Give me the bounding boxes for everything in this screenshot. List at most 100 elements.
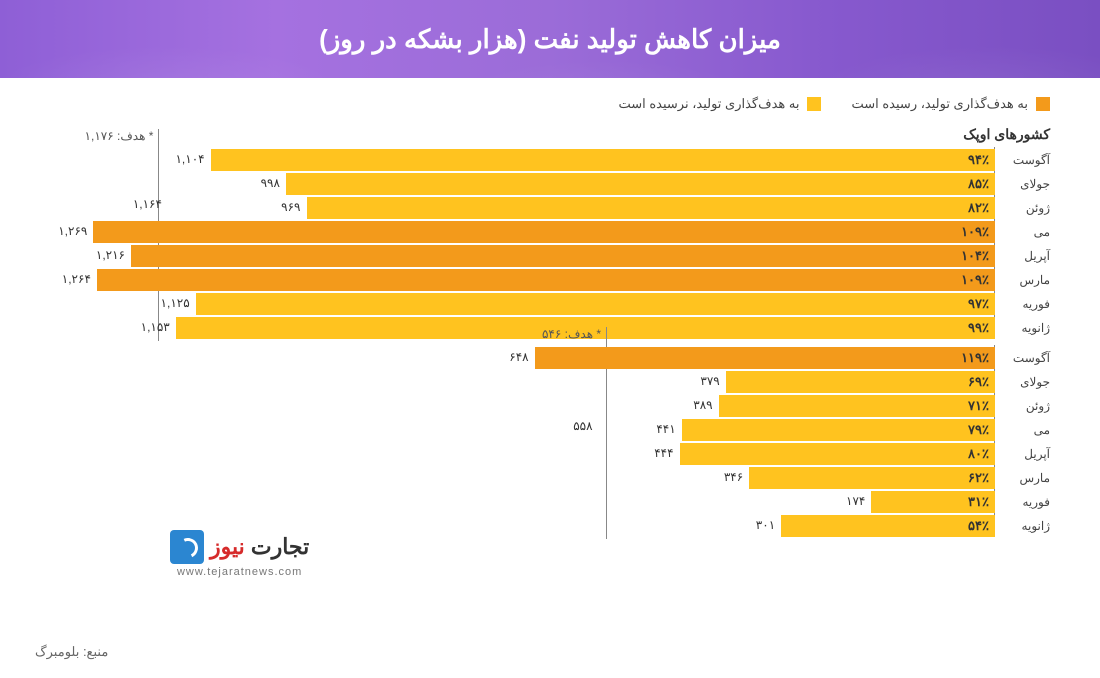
bar-value: ۴۴۴ [654,446,673,460]
legend-unreached-label: به هدف‌گذاری تولید، نرسیده است [618,96,799,112]
legend-reached: به هدف‌گذاری تولید، رسیده است [851,96,1050,112]
legend-reached-swatch [1036,97,1050,111]
bar-unreached: ۷۱٪ [719,395,995,417]
extra-value-label: ۱,۱۶۴ [133,197,162,211]
bar-track: ۷۱٪ ۳۸۹ [50,395,995,417]
legend-unreached: به هدف‌گذاری تولید، نرسیده است [618,96,821,112]
brand-logo: تجارت نیوز www.tejaratnews.com [170,530,309,578]
bar-track: ۱۰۹٪ ۱,۲۶۴ [50,269,995,291]
bar-track: ۹۴٪ ۱,۱۰۴ [50,149,995,171]
bar-unreached: ۳۱٪ [871,491,995,513]
bar-percent: ۹۹٪ [968,320,989,336]
bar-value: ۹۹۸ [261,176,280,190]
month-label: می [995,225,1050,239]
bar-row: جولای ۸۵٪ ۹۹۸ [50,173,1050,195]
chart-area: کشورهای اوپک* هدف: ۱,۱۷۶ آگوست ۹۴٪ ۱,۱۰۴ جول… [0,126,1100,537]
bar-percent: ۹۷٪ [968,296,989,312]
month-label: آگوست [995,351,1050,365]
month-label: ژانویه [995,321,1050,335]
bar-row: آگوست۱۱۹٪۶۴۸ [50,347,1050,369]
bar-row: مارس ۱۰۹٪ ۱,۲۶۴ [50,269,1050,291]
bar-value: ۳۸۹ [693,398,712,412]
bar-percent: ۱۰۹٪ [961,224,989,240]
month-label: جولای [995,177,1050,191]
bar-reached: ۱۰۹٪ [97,269,995,291]
bar-track: ۶۹٪ ۳۷۹ [50,371,995,393]
bar-track: ۱۰۹٪ ۱,۲۶۹ [50,221,995,243]
bar-value: ۳۰۱ [756,518,775,532]
chart-group: * هدف: ۱,۱۷۶آگوست۹۴٪۱,۱۰۴جولای۸۵٪۹۹۸ژوئن… [50,147,1050,339]
bar-value: ۴۴۱ [656,422,675,436]
bar-unreached: ۸۰٪ [680,443,995,465]
legend-reached-label: به هدف‌گذاری تولید، رسیده است [851,96,1028,112]
bar-value: ۱,۱۰۴ [175,152,204,166]
bar-value: ۹۶۹ [281,200,300,214]
logo-icon [170,530,204,564]
bar-reached: ۱۰۴٪ [131,245,995,267]
bar-value: ۱,۲۶۹ [58,224,87,238]
bar-row: ژوئن۸۲٪ ۹۶۹ [50,197,1050,219]
bar-track: ۸۰٪ ۴۴۴ [50,443,995,465]
bar-percent: ۵۴٪ [968,518,989,534]
month-label: ژوئن [995,201,1050,215]
bar-row: جولای ۶۹٪ ۳۷۹ [50,371,1050,393]
bar-row: آپریل ۸۰٪ ۴۴۴ [50,443,1050,465]
bar-track: ۹۷٪ ۱,۱۲۵ [50,293,995,315]
bar-track: ۱۱۹٪۶۴۸ [50,347,995,369]
bar-track: ۷۹٪ ۴۴۱ [50,419,995,441]
bar-percent: ۱۰۴٪ [961,248,989,264]
bar-value: ۱,۲۶۴ [62,272,91,286]
bar-row: آگوست ۹۴٪ ۱,۱۰۴ [50,149,1050,171]
month-label: آگوست [995,153,1050,167]
bar-unreached: ۵۴٪ [781,515,995,537]
bar-unreached: ۶۹٪ [726,371,995,393]
bar-track: ۹۹٪ ۱,۱۵۳ [50,317,995,339]
bar-row: آپریل۱۰۴٪۱,۲۱۶ [50,245,1050,267]
bar-value: ۱۷۴ [846,494,865,508]
bar-percent: ۹۴٪ [968,152,989,168]
bar-value: ۱,۱۲۵ [161,296,190,310]
bar-percent: ۸۵٪ [968,176,989,192]
chart-group: * هدف: ۵۴۶آگوست۱۱۹٪۶۴۸جولای۶۹٪۳۷۹ژوئن۷۱٪… [50,345,1050,537]
bar-unreached: ۹۷٪ [196,293,995,315]
month-label: ژوئن [995,399,1050,413]
bar-percent: ۶۹٪ [968,374,989,390]
bar-percent: ۱۰۹٪ [961,272,989,288]
bar-track: ۳۱٪ ۱۷۴ [50,491,995,513]
bar-row: ژوئن۷۱٪ ۳۸۹ [50,395,1050,417]
bar-value: ۳۷۹ [700,374,719,388]
bar-unreached: ۸۲٪ [307,197,996,219]
month-label: جولای [995,375,1050,389]
group-title: کشورهای اوپک [50,126,1050,143]
logo-url: www.tejaratnews.com [177,566,302,578]
goal-label: * هدف: ۱,۱۷۶ [85,129,154,143]
month-label: فوریه [995,495,1050,509]
legend: به هدف‌گذاری تولید، رسیده است به هدف‌گذا… [0,78,1100,120]
bar-track: ۱۰۴٪۱,۲۱۶ [50,245,995,267]
bar-percent: ۷۹٪ [968,422,989,438]
extra-value-label: ۵۵۸ [573,419,592,433]
bar-value: ۱,۱۵۳ [141,320,170,334]
bar-percent: ۳۱٪ [968,494,989,510]
bar-unreached: ۷۹٪ [682,419,995,441]
bar-percent: ۸۰٪ [968,446,989,462]
legend-unreached-swatch [807,97,821,111]
month-label: آپریل [995,447,1050,461]
bar-row: مارس۶۲٪۳۴۶ [50,467,1050,489]
infographic-container: میزان کاهش تولید نفت (هزار بشکه در روز) … [0,0,1100,678]
logo-text-red: نیوز [210,534,245,559]
bar-reached: ۱۰۹٪ [93,221,995,243]
source-label: منبع: بلومبرگ [35,644,108,660]
header: میزان کاهش تولید نفت (هزار بشکه در روز) [0,0,1100,78]
bar-value: ۶۴۸ [509,350,528,364]
bar-unreached: ۹۴٪ [211,149,995,171]
month-label: فوریه [995,297,1050,311]
logo-text-dark: تجارت [251,534,309,559]
bar-row: فوریه ۹۷٪ ۱,۱۲۵ [50,293,1050,315]
month-label: مارس [995,273,1050,287]
bar-row: می۷۹٪۴۴۱ [50,419,1050,441]
chart-title: میزان کاهش تولید نفت (هزار بشکه در روز) [319,24,781,55]
goal-label: * هدف: ۵۴۶ [542,327,601,341]
bar-track: ۸۵٪ ۹۹۸ [50,173,995,195]
bar-row: می ۱۰۹٪ ۱,۲۶۹ [50,221,1050,243]
